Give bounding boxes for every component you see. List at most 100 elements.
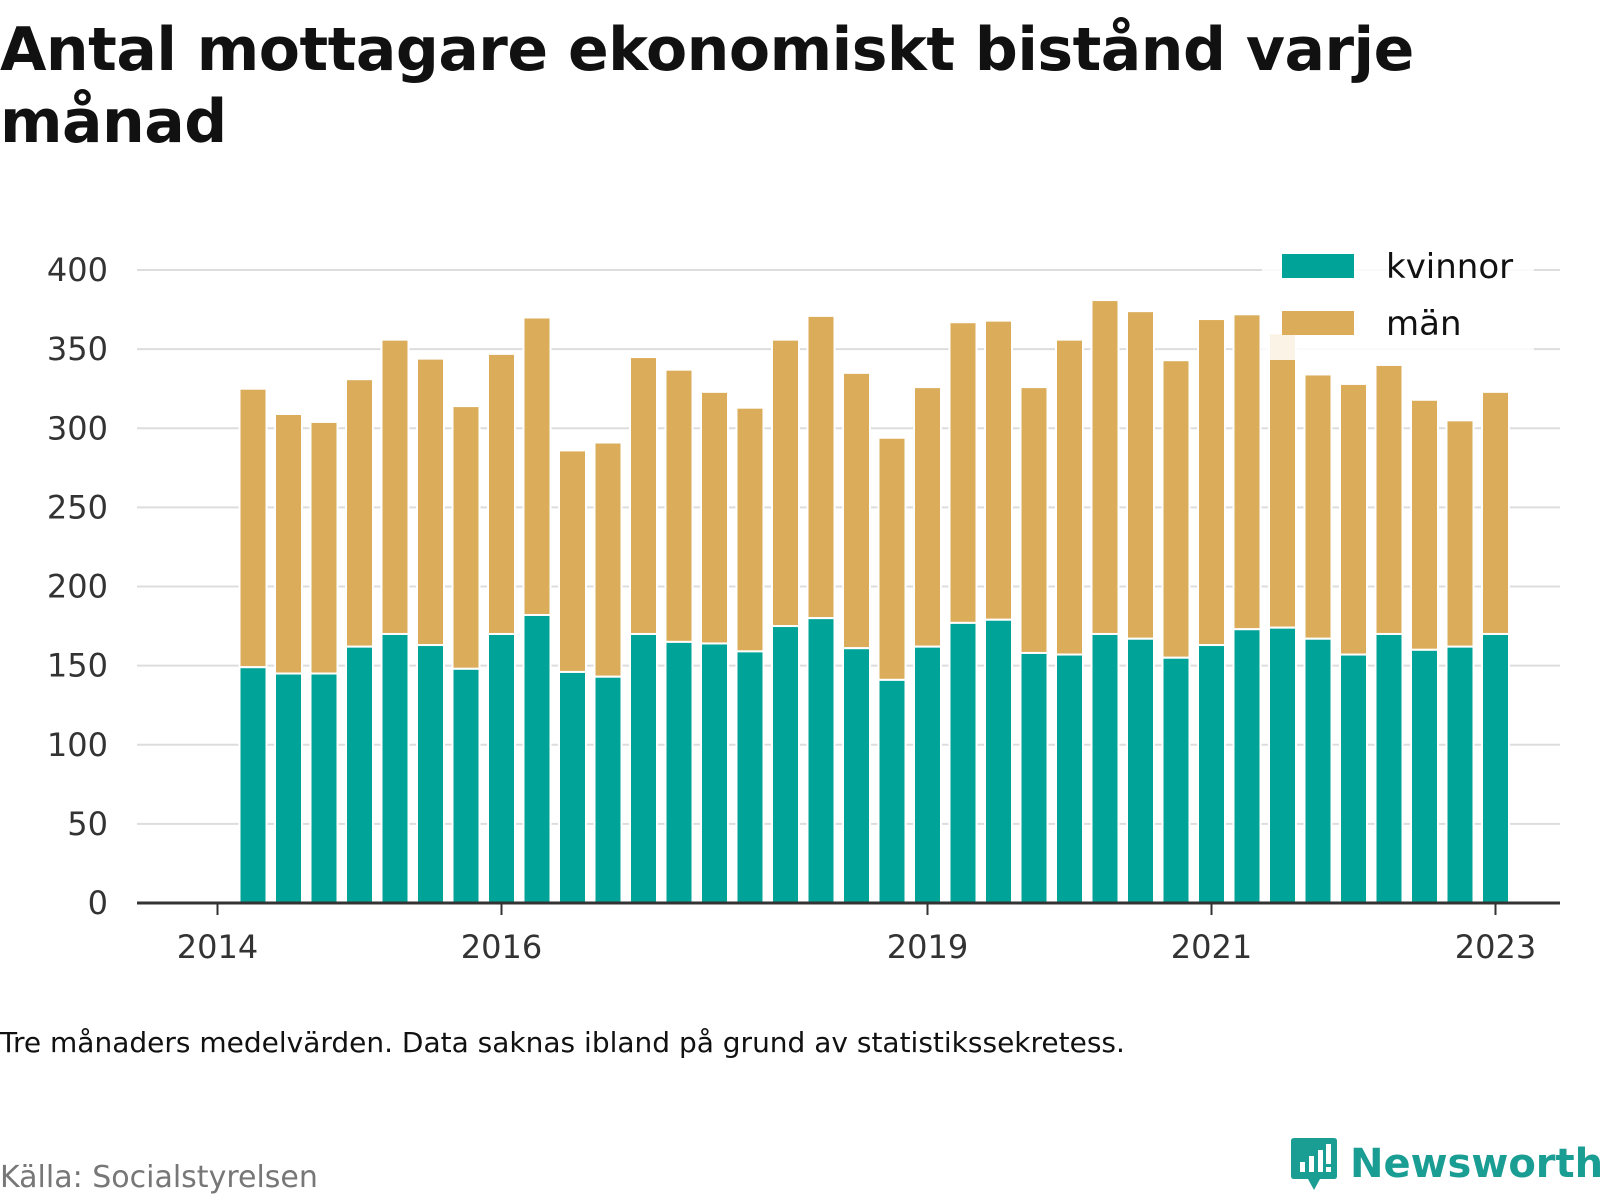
bar-kvinnor — [1303, 637, 1333, 904]
bar-man — [593, 441, 623, 678]
bar-man — [842, 371, 871, 650]
chart-note: Tre månaders medelvärden. Data saknas ib… — [0, 1026, 1125, 1059]
legend-label: män — [1386, 304, 1462, 344]
brand-name: Newsworthy — [1350, 1141, 1600, 1187]
bar-kvinnor — [664, 640, 694, 904]
bar-kvinnor — [1445, 645, 1475, 904]
bar-man — [1445, 419, 1475, 648]
bar-man — [1410, 398, 1439, 651]
x-tick-label: 2021 — [1171, 928, 1252, 966]
bar-man — [877, 436, 907, 681]
bar-kvinnor — [913, 645, 942, 904]
bars — [238, 299, 1510, 905]
bar-man — [1481, 390, 1510, 635]
bar-kvinnor — [1126, 637, 1155, 904]
bar-kvinnor — [700, 642, 729, 904]
bar-kvinnor — [771, 625, 800, 904]
chart: 0 50 100 150 200 250 300 350 400 2014 2016 2019 202… — [46, 240, 1560, 966]
y-tick-label: 50 — [67, 805, 108, 843]
bar-man — [1268, 332, 1297, 629]
bar-kvinnor — [984, 618, 1013, 904]
bar-kvinnor — [1268, 626, 1297, 905]
bar-man — [629, 356, 658, 635]
bar-kvinnor — [345, 645, 374, 904]
y-tick-label: 400 — [47, 251, 108, 289]
legend: kvinnor män — [1262, 240, 1534, 360]
y-tick-label: 350 — [47, 330, 108, 368]
bar-man — [948, 321, 978, 624]
bar-man — [274, 413, 303, 675]
x-axis: 2014 2016 2019 2021 2023 — [137, 901, 1560, 966]
brand-logo: Newsworthy — [1290, 1136, 1600, 1192]
legend-swatch — [1282, 311, 1354, 335]
chart-title: Antal mottagare ekonomiskt bistånd varje… — [0, 15, 1414, 157]
bar-kvinnor — [877, 678, 907, 904]
bar-kvinnor — [593, 675, 623, 905]
bar-kvinnor — [1019, 651, 1049, 905]
bar-kvinnor — [274, 672, 303, 904]
bar-man — [1374, 363, 1404, 635]
bar-man — [380, 338, 410, 635]
bar-man — [416, 357, 445, 647]
bar-man — [487, 352, 516, 635]
bar-man — [771, 338, 800, 628]
bar-kvinnor — [629, 632, 658, 904]
legend-swatch — [1282, 254, 1354, 278]
bar-man — [345, 378, 374, 648]
bar-kvinnor — [1410, 648, 1439, 904]
bar-kvinnor — [1161, 656, 1191, 905]
bar-man — [700, 390, 729, 645]
bar-man — [1055, 338, 1084, 656]
bar-kvinnor — [416, 644, 445, 904]
y-tick-label: 0 — [88, 884, 108, 922]
x-tick-label: 2014 — [177, 928, 258, 966]
bar-man — [735, 406, 765, 653]
bar-kvinnor — [309, 672, 339, 904]
y-tick-label: 250 — [47, 488, 108, 526]
bar-kvinnor — [380, 632, 410, 904]
bar-kvinnor — [1481, 632, 1510, 904]
bar-kvinnor — [842, 647, 871, 905]
bar-kvinnor — [238, 666, 268, 905]
bar-man — [1090, 299, 1120, 635]
bar-man — [806, 314, 836, 620]
y-axis-labels: 0 50 100 150 200 250 300 350 400 — [47, 251, 108, 922]
bar-kvinnor — [487, 632, 516, 904]
bar-man — [913, 386, 942, 648]
bar-man — [1126, 310, 1155, 640]
bar-kvinnor — [522, 613, 552, 904]
bar-man — [1303, 373, 1333, 640]
y-tick-label: 200 — [47, 568, 108, 606]
bar-man — [1197, 318, 1226, 647]
legend-label: kvinnor — [1386, 247, 1513, 287]
bar-kvinnor — [948, 621, 978, 905]
y-tick-label: 100 — [47, 726, 108, 764]
bar-man — [1161, 359, 1191, 659]
bar-kvinnor — [1197, 644, 1226, 904]
bar-kvinnor — [1339, 653, 1368, 904]
bar-kvinnor — [1374, 632, 1404, 904]
bar-kvinnor — [735, 650, 765, 904]
bar-kvinnor — [1090, 632, 1120, 904]
bar-kvinnor — [451, 667, 481, 904]
bar-kvinnor — [1055, 653, 1084, 904]
y-tick-label: 300 — [47, 409, 108, 447]
bar-man — [451, 405, 481, 670]
bar-man — [1019, 386, 1049, 654]
bar-man — [558, 449, 587, 673]
bar-kvinnor — [1232, 628, 1262, 904]
bar-man — [522, 316, 552, 616]
x-tick-label: 2019 — [887, 928, 968, 966]
newsworthy-icon — [1291, 1138, 1337, 1190]
bar-man — [1339, 382, 1368, 656]
bar-man — [238, 387, 268, 669]
bar-man — [1232, 313, 1262, 631]
bar-man — [664, 368, 694, 643]
source-label: Källa: Socialstyrelsen — [0, 1160, 318, 1195]
bar-kvinnor — [558, 670, 587, 905]
bar-kvinnor — [806, 617, 836, 905]
bar-man — [309, 420, 339, 675]
bar-man — [984, 319, 1013, 621]
x-tick-label: 2016 — [461, 928, 542, 966]
y-tick-label: 150 — [47, 647, 108, 685]
